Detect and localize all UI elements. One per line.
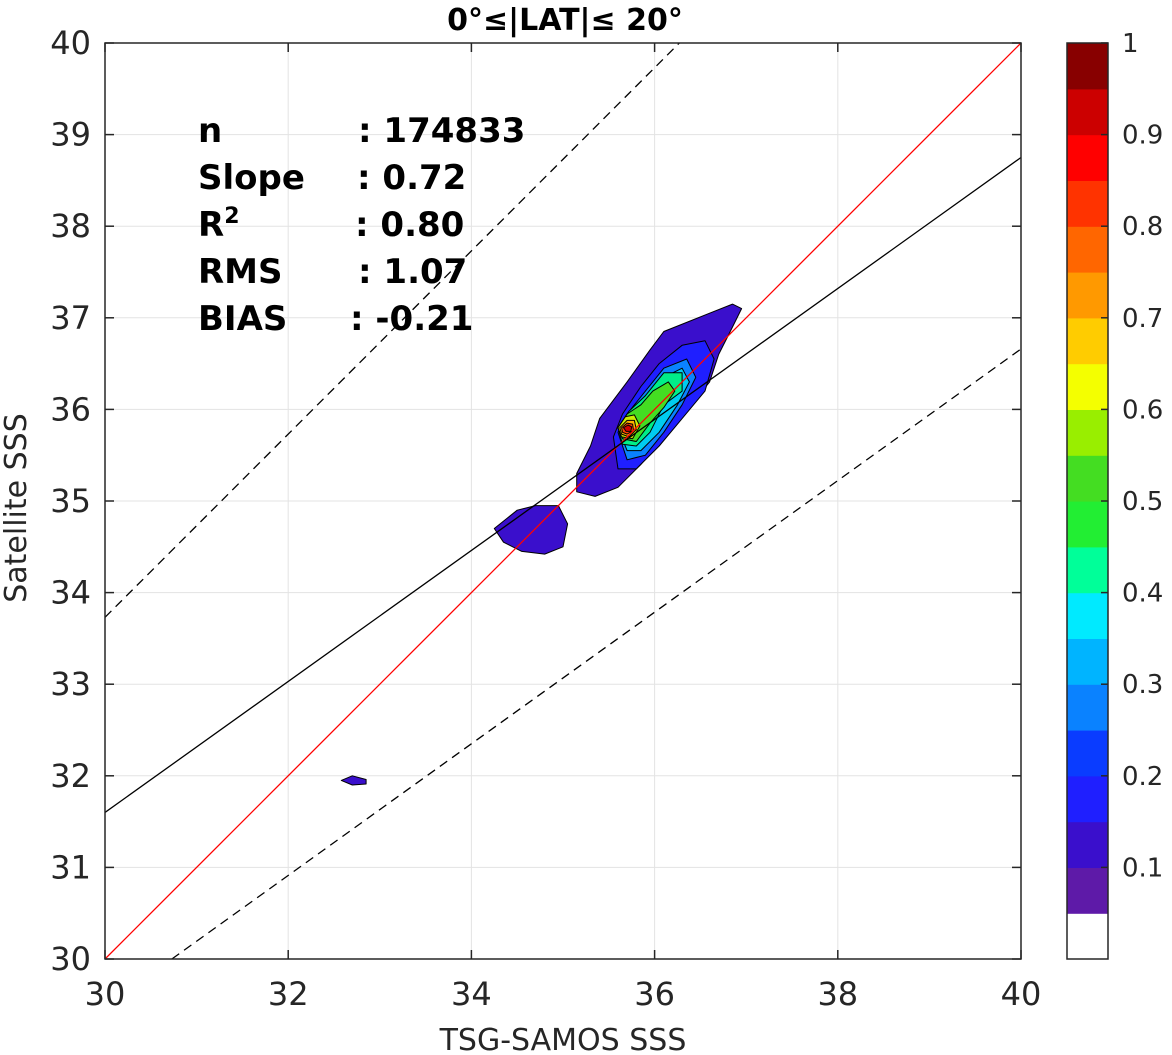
colorbar-swatch: [1067, 363, 1108, 410]
axis-ticks: [104, 42, 1022, 960]
x-tick-label: 38: [817, 975, 858, 1013]
colorbar-swatch: [1067, 867, 1108, 914]
density-contours: [340, 303, 743, 786]
stat-value: : 0.72: [357, 158, 466, 198]
one-to-one-line: [104, 42, 1022, 960]
colorbar-swatch: [1067, 272, 1108, 319]
y-tick-labels: 30 31 32 33 34 35 36 37 38 39 40: [50, 24, 91, 978]
colorbar-swatch: [1067, 913, 1108, 960]
regression-line: [104, 156, 1022, 813]
y-tick-label: 32: [50, 757, 91, 795]
colorbar-swatch: [1067, 638, 1108, 685]
colorbar-tick-label: 0.1: [1122, 853, 1163, 883]
x-tick-label: 30: [85, 975, 126, 1013]
y-tick-label: 33: [50, 665, 91, 703]
x-tick-label: 40: [1001, 975, 1042, 1013]
x-tick-label: 32: [268, 975, 309, 1013]
colorbar-tick-labels: 0.1 0.2 0.3 0.4 0.5 0.6 0.7 0.8 0.9 1: [1122, 29, 1163, 883]
colorbar-swatch: [1067, 730, 1108, 777]
statistics-annotation: n : 174833 Slope : 0.72 R2 : 0.80 RMS : 1.07 BIA…: [198, 111, 525, 339]
colorbar-swatch: [1067, 684, 1108, 731]
lower-bound-line: [171, 348, 1022, 960]
colorbar-swatch: [1067, 775, 1108, 823]
colorbar-tick-label: 0.3: [1122, 670, 1163, 700]
colorbar-tick-label: 1: [1122, 29, 1139, 59]
colorbar-swatch: [1067, 501, 1108, 548]
colorbar-tick-label: 0.6: [1122, 395, 1163, 425]
contour-level-11: [623, 424, 633, 432]
stat-value: : 0.80: [355, 205, 464, 245]
stat-label: RMS: [198, 252, 283, 292]
colorbar-tick-label: 0.5: [1122, 487, 1163, 517]
chart-title: 0°≤|LAT|≤ 20°: [447, 3, 683, 38]
y-tick-label: 36: [50, 390, 91, 428]
colorbar-swatch: [1067, 134, 1108, 181]
y-tick-label: 39: [50, 116, 91, 154]
contour-level-2: [340, 775, 367, 786]
stat-superscript: 2: [224, 204, 239, 229]
y-tick-label: 34: [50, 574, 91, 612]
y-tick-label: 30: [50, 940, 91, 978]
y-tick-label: 31: [50, 848, 91, 886]
colorbar-tick-label: 0.9: [1122, 121, 1163, 151]
stat-value: : 174833: [358, 111, 525, 151]
y-tick-label: 35: [50, 482, 91, 520]
x-tick-labels: 30 32 34 36 38 40: [85, 975, 1042, 1013]
stat-label: Slope: [198, 158, 305, 198]
colorbar-swatch: [1067, 546, 1108, 594]
stat-value: : -0.21: [350, 299, 473, 339]
upper-bound-line: [104, 42, 680, 618]
colorbar-tick-label: 0.2: [1122, 762, 1163, 792]
y-tick-label: 37: [50, 299, 91, 337]
colorbar: [1066, 42, 1109, 960]
colorbar-swatch: [1067, 317, 1108, 365]
y-tick-label: 38: [50, 207, 91, 245]
colorbar-swatch: [1067, 43, 1108, 90]
y-tick-label: 40: [50, 24, 91, 62]
colorbar-swatch: [1067, 821, 1108, 868]
y-axis-title: Satellite SSS: [0, 413, 34, 603]
colorbar-tick-label: 0.4: [1122, 579, 1163, 609]
colorbar-swatch: [1067, 88, 1108, 136]
contour-level-1: [493, 505, 569, 555]
stat-label: n: [198, 111, 222, 151]
stat-value: : 1.07: [358, 252, 467, 292]
stat-label: R2: [198, 204, 240, 245]
colorbar-swatch: [1067, 455, 1108, 502]
colorbar-swatch: [1067, 180, 1108, 227]
x-tick-label: 36: [634, 975, 675, 1013]
colorbar-swatch: [1067, 226, 1108, 273]
colorbar-swatch: [1067, 592, 1108, 639]
colorbar-tick-label: 0.8: [1122, 212, 1163, 242]
colorbar-tick-label: 0.7: [1122, 304, 1163, 334]
stat-label: BIAS: [198, 299, 287, 339]
x-tick-label: 34: [451, 975, 492, 1013]
reference-lines: [104, 42, 1022, 960]
x-axis-title: TSG-SAMOS SSS: [439, 1023, 687, 1055]
colorbar-swatch: [1067, 409, 1108, 456]
